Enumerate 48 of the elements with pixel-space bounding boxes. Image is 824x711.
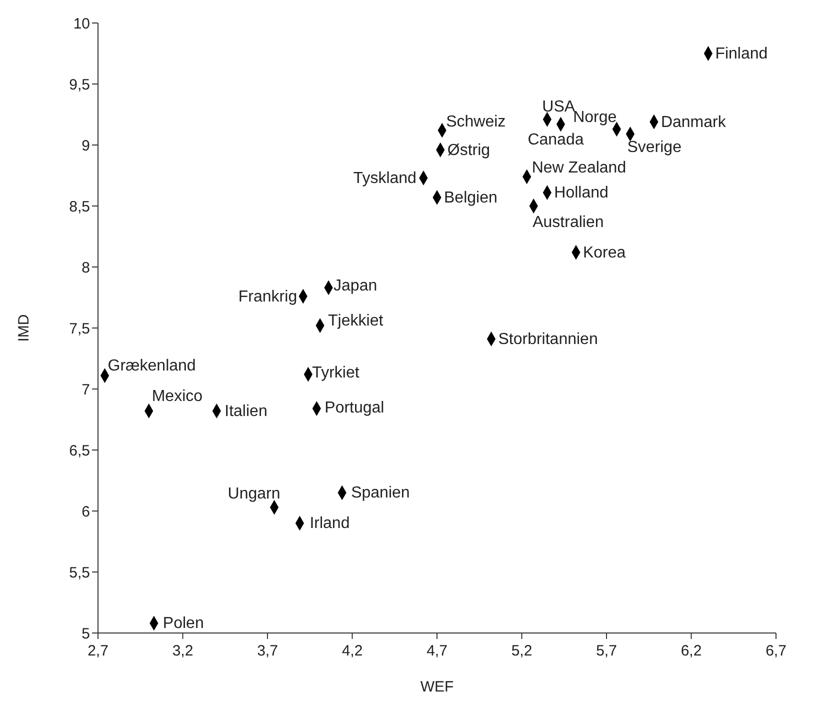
annotation: Tyskland: [353, 170, 416, 187]
y-tick-label: 8,5: [69, 198, 90, 216]
annotation: Mexico: [152, 388, 203, 405]
x-tick-label: 4,7: [426, 642, 448, 660]
y-tick-label: 5: [82, 625, 90, 642]
annotation: New Zealand: [532, 160, 626, 177]
y-axis-title: IMD: [15, 314, 32, 342]
annotation: Ungarn: [228, 485, 280, 502]
annotation: Storbritannien: [498, 330, 598, 348]
annotation: Østrig: [447, 142, 490, 159]
x-tick-label: 5,2: [511, 642, 532, 660]
annotation: Japan: [334, 278, 378, 295]
y-tick-label: 6,5: [69, 442, 90, 460]
annotation: Spanien: [351, 484, 410, 502]
annotation: Holland: [554, 184, 608, 202]
x-axis-title: WEF: [420, 678, 454, 696]
y-tick-label: 9,5: [69, 76, 90, 94]
x-tick-label: 3,2: [172, 642, 194, 660]
annotation: Canada: [528, 131, 584, 148]
annotation: Irland: [310, 515, 350, 532]
annotation: Belgien: [444, 189, 498, 206]
y-tick-label: 6: [82, 503, 90, 520]
y-tick-label: 5,5: [69, 564, 90, 582]
annotation: USA: [542, 98, 576, 116]
annotation: Australien: [532, 214, 604, 231]
x-tick-label: 6,7: [766, 642, 786, 660]
annotation: Korea: [582, 244, 626, 262]
annotation: Schweiz: [446, 113, 506, 130]
annotation: Sverige: [627, 139, 682, 156]
x-tick-label: 6,2: [680, 642, 702, 660]
x-tick-label: 2,7: [88, 642, 108, 660]
y-tick-label: 10: [73, 15, 90, 32]
annotation: Finland: [715, 46, 768, 62]
annotation: Polen: [162, 615, 204, 632]
annotation: Frankrig: [238, 288, 298, 306]
annotation: Tjekkiet: [328, 312, 384, 330]
annotation: Portugal: [324, 400, 384, 417]
annotation: Danmark: [660, 114, 727, 131]
y-tick-label: 8: [82, 259, 90, 276]
x-tick-label: 3,7: [257, 642, 278, 660]
x-tick-label: 4,2: [342, 642, 363, 660]
y-tick-label: 9: [82, 137, 90, 154]
y-tick-label: 7,5: [69, 320, 90, 338]
y-tick-label: 7: [82, 381, 90, 398]
annotation: Tyrkiet: [312, 364, 360, 382]
x-tick-label: 5,7: [596, 642, 617, 660]
annotation: Italien: [224, 402, 268, 420]
annotation: Grækenland: [108, 358, 196, 375]
